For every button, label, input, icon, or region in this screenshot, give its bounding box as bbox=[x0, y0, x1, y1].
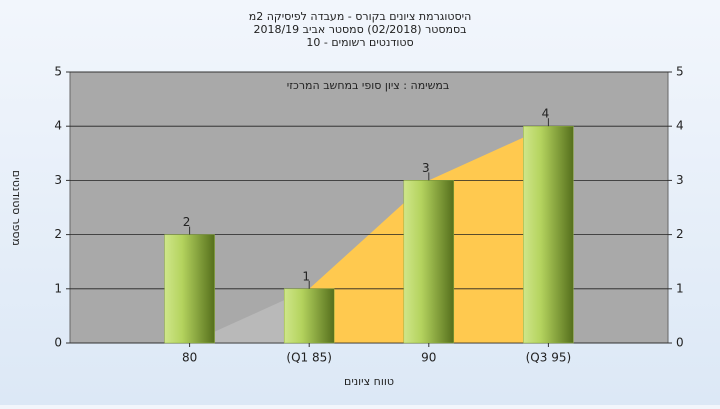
y2-tick-label: 1 bbox=[676, 281, 684, 295]
y2-tick-label: 2 bbox=[676, 227, 684, 241]
x-tick-label: (Q3 95) bbox=[526, 351, 572, 365]
x-tick-label: (Q1 85) bbox=[286, 351, 332, 365]
x-tick-label: 90 bbox=[421, 351, 436, 365]
y-tick-label: 1 bbox=[54, 281, 62, 295]
bar bbox=[283, 288, 335, 344]
y2-tick-label: 5 bbox=[676, 65, 684, 79]
bar bbox=[164, 234, 215, 344]
y2-tick-label: 4 bbox=[676, 119, 684, 133]
y-tick-label: 2 bbox=[54, 227, 62, 241]
value-label: 1 bbox=[302, 269, 310, 283]
bar bbox=[403, 180, 455, 344]
bar bbox=[523, 125, 574, 344]
y-axis-label: מספר סטודנטים bbox=[10, 170, 23, 246]
y-tick-label: 5 bbox=[54, 65, 62, 79]
x-tick-label: 80 bbox=[182, 351, 197, 365]
title-line: סטודנטים רשומים - 10 bbox=[306, 36, 413, 49]
area-segment bbox=[189, 288, 310, 343]
x-axis-label: טווח ציונים bbox=[344, 375, 394, 388]
value-label: 2 bbox=[183, 215, 191, 229]
y-tick-label: 4 bbox=[54, 119, 62, 133]
y2-tick-label: 0 bbox=[676, 336, 684, 350]
title-line: בסמסטר (02/2018) סמסטר אביב 2018/19 bbox=[253, 23, 466, 36]
y-tick-label: 3 bbox=[54, 173, 62, 187]
value-label: 4 bbox=[542, 107, 550, 121]
annotation: במשימה : ציון סופי במחשב המרכזי bbox=[287, 79, 450, 92]
area-segment bbox=[309, 180, 429, 343]
y2-tick-label: 3 bbox=[676, 173, 684, 187]
title-line: היסטוגרמת ציונים בקורס - מעבדה לפיסיקה 2… bbox=[249, 10, 472, 23]
y-tick-label: 0 bbox=[54, 336, 62, 350]
value-label: 3 bbox=[422, 161, 430, 175]
